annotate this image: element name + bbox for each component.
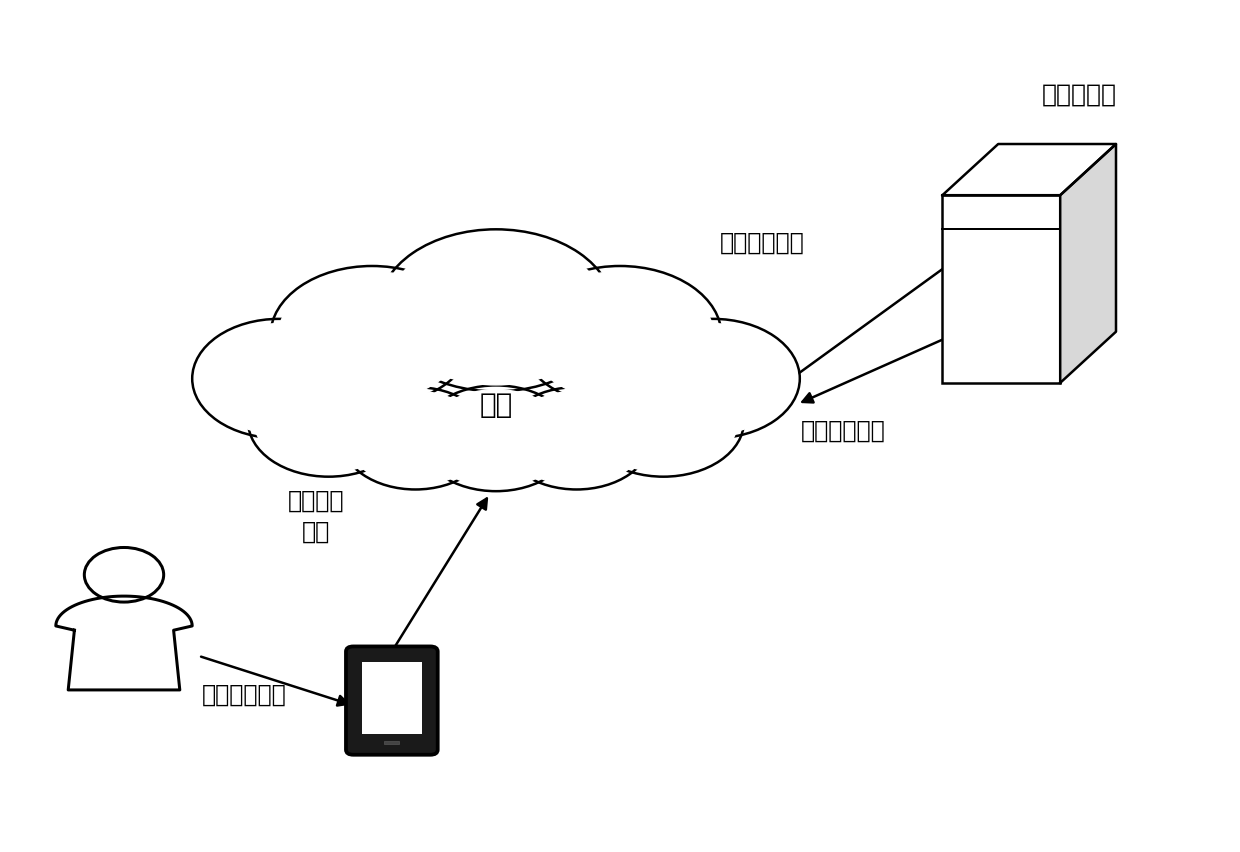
Polygon shape <box>1060 145 1116 383</box>
Bar <box>384 741 399 745</box>
Circle shape <box>341 388 490 490</box>
Circle shape <box>192 320 366 439</box>
Text: 语音识别结果: 语音识别结果 <box>801 418 885 442</box>
Bar <box>942 196 1060 383</box>
Circle shape <box>248 366 409 477</box>
Circle shape <box>279 273 465 400</box>
Polygon shape <box>56 596 192 690</box>
Circle shape <box>508 392 645 486</box>
Text: 纯净语音
信号: 纯净语音 信号 <box>288 487 345 544</box>
Circle shape <box>347 392 484 486</box>
Circle shape <box>626 320 800 439</box>
Bar <box>362 662 422 734</box>
Circle shape <box>518 267 722 406</box>
Circle shape <box>425 390 567 487</box>
Circle shape <box>419 386 573 492</box>
Circle shape <box>527 273 713 400</box>
FancyBboxPatch shape <box>346 647 438 755</box>
Polygon shape <box>942 145 1116 196</box>
Circle shape <box>589 371 738 473</box>
Circle shape <box>200 325 358 434</box>
Text: 纯净语音信号: 纯净语音信号 <box>720 231 805 255</box>
Text: 网络: 网络 <box>480 391 512 418</box>
Circle shape <box>502 388 651 490</box>
Circle shape <box>270 267 474 406</box>
Text: 音频混响信号: 音频混响信号 <box>202 682 286 706</box>
Circle shape <box>634 325 792 434</box>
Circle shape <box>254 371 403 473</box>
Circle shape <box>583 366 744 477</box>
Circle shape <box>378 230 614 392</box>
Text: 云端服务器: 云端服务器 <box>1042 83 1116 106</box>
Circle shape <box>388 237 604 385</box>
Circle shape <box>84 548 164 602</box>
